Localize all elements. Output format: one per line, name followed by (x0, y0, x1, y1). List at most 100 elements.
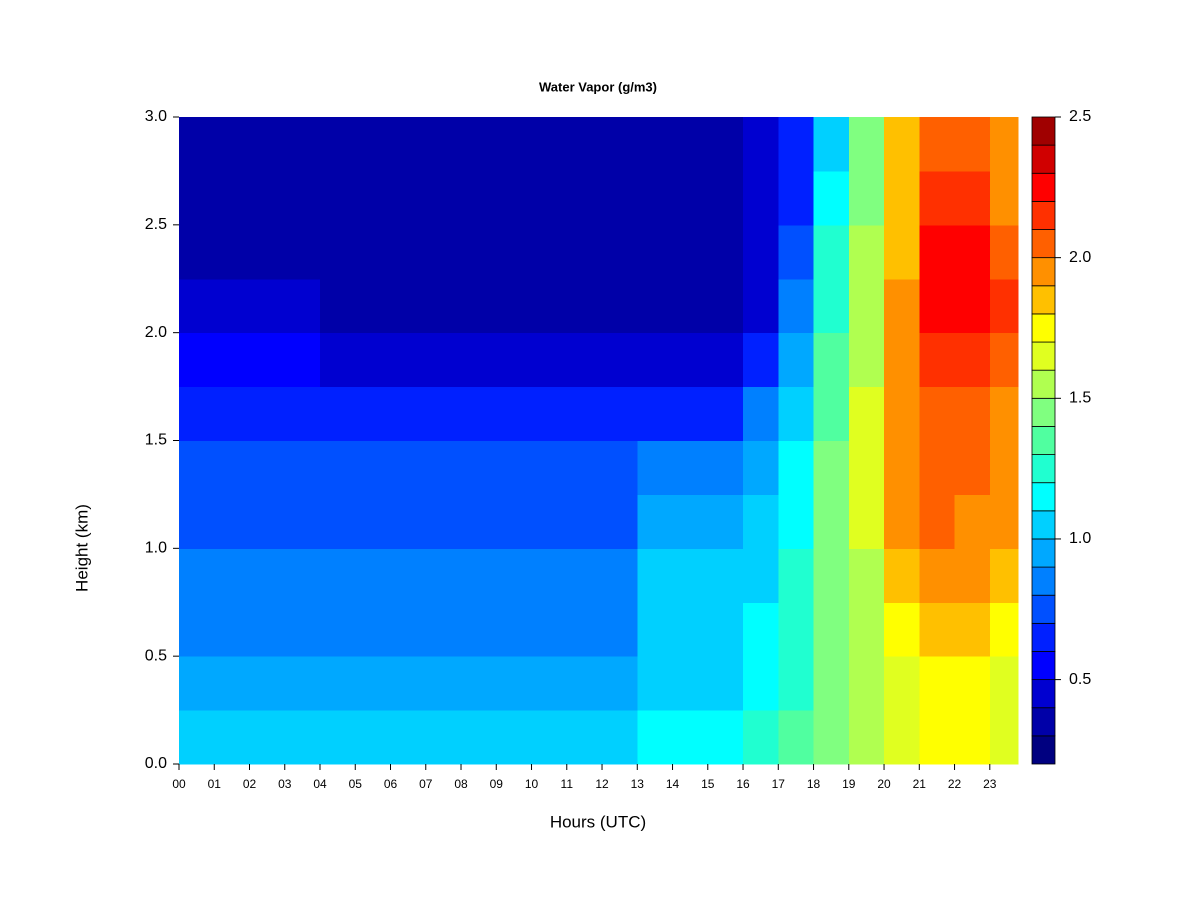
heat-cell (637, 656, 674, 711)
heat-cell (954, 224, 991, 280)
heat-cell (179, 386, 215, 441)
heat-cell (813, 602, 850, 657)
heat-cell (884, 386, 920, 441)
colorbar-swatch (1031, 369, 1056, 399)
chart-title: Water Vapor (g/m3) (539, 79, 657, 94)
colorbar-swatch (1031, 397, 1056, 427)
heat-cell (707, 170, 744, 226)
heat-cell (284, 386, 321, 441)
heat-cell (496, 332, 533, 388)
heat-cell (743, 656, 779, 711)
heat-cell (531, 170, 568, 226)
heat-cell (496, 386, 533, 441)
heat-cell (707, 710, 744, 765)
colorbar-tick-label: 2.0 (1069, 249, 1091, 266)
colorbar-swatch (1031, 313, 1056, 343)
heat-cell (637, 170, 674, 226)
x-tick-label: 04 (313, 777, 327, 791)
heat-cell (743, 117, 779, 172)
heat-cell (778, 548, 815, 603)
heat-cell (989, 386, 1019, 441)
heat-cell (813, 494, 850, 549)
heat-cell (320, 548, 356, 603)
x-tick-label: 03 (278, 777, 292, 791)
heat-cell (179, 440, 215, 495)
colorbar-swatch (1031, 594, 1056, 624)
heat-cell (919, 332, 956, 388)
heat-cell (637, 710, 674, 765)
y-tick-label: 0.0 (145, 755, 167, 772)
x-tick-label: 18 (807, 777, 821, 791)
heat-cell (284, 710, 321, 765)
heat-cell (602, 440, 638, 495)
x-tick-label: 10 (525, 777, 539, 791)
heat-cell (179, 170, 215, 226)
heat-cell (989, 548, 1019, 603)
heat-cell (320, 440, 356, 495)
heat-cell (778, 170, 815, 226)
heat-cell (743, 548, 779, 603)
colorbar-tick-label: 1.5 (1069, 390, 1091, 407)
x-tick-label: 17 (772, 777, 786, 791)
heat-cell (954, 170, 991, 226)
heat-cell (707, 602, 744, 657)
heat-cell (884, 440, 920, 495)
heat-cell (390, 602, 427, 657)
heat-cell (425, 332, 462, 388)
heat-cell (778, 386, 815, 441)
heat-cell (602, 710, 638, 765)
heat-cell (179, 710, 215, 765)
heat-cell (390, 278, 427, 334)
heat-cell (884, 548, 920, 603)
x-tick-label: 05 (349, 777, 363, 791)
heat-cell (249, 494, 286, 549)
heat-cell (249, 278, 286, 334)
heat-cell (637, 548, 674, 603)
heat-cell (566, 656, 603, 711)
heat-cell (214, 548, 251, 603)
heat-cell (179, 117, 215, 172)
colorbar-tick-label: 0.5 (1069, 671, 1091, 688)
colorbar-swatch (1031, 510, 1056, 540)
heat-cell (813, 440, 850, 495)
heat-cell (355, 440, 392, 495)
heat-cell (496, 278, 533, 334)
heat-cell (884, 224, 920, 280)
heat-cell (390, 170, 427, 226)
heat-cell (602, 386, 638, 441)
heat-cell (390, 386, 427, 441)
heat-cell (214, 656, 251, 711)
heat-cell (461, 656, 497, 711)
heat-cell (425, 386, 462, 441)
x-tick-label: 11 (561, 777, 574, 791)
heat-cell (249, 170, 286, 226)
heat-cell (672, 170, 709, 226)
heat-cell (672, 602, 709, 657)
heat-cell (496, 224, 533, 280)
heat-cell (179, 656, 215, 711)
heat-cell (355, 548, 392, 603)
heat-cell (425, 170, 462, 226)
heat-cell (848, 278, 885, 334)
heat-cell (425, 656, 462, 711)
heat-cell (919, 440, 956, 495)
heat-cell (214, 170, 251, 226)
heat-cell (989, 602, 1019, 657)
heat-cell (637, 224, 674, 280)
colorbar-swatch (1031, 144, 1056, 174)
heat-cell (531, 224, 568, 280)
heat-cell (461, 386, 497, 441)
heat-cell (179, 548, 215, 603)
colorbar-swatch (1031, 172, 1056, 202)
x-tick-label: 20 (877, 777, 891, 791)
heat-cell (672, 710, 709, 765)
heat-cell (848, 332, 885, 388)
heat-cell (954, 548, 991, 603)
x-tick-label: 00 (172, 777, 186, 791)
heat-cell (707, 386, 744, 441)
heat-cell (813, 548, 850, 603)
x-tick-label: 06 (384, 777, 398, 791)
heat-cell (884, 170, 920, 226)
heat-cell (566, 332, 603, 388)
heat-cell (320, 710, 356, 765)
